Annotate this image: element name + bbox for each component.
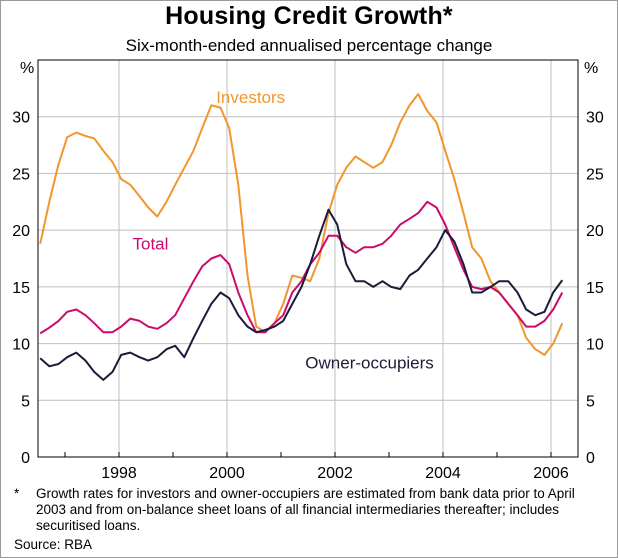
y-tick-label-right: 0 [586,450,595,467]
y-axis-unit-left: % [20,60,35,77]
y-tick-label-left: 0 [21,450,30,467]
x-tick-label: 1998 [101,465,137,482]
series-line-owner-occupiers [39,208,564,381]
x-tick-label: 2006 [533,465,569,482]
y-tick-label-left: 5 [21,393,30,410]
footnote: * Growth rates for investors and owner-o… [14,486,604,534]
chart-title: Housing Credit Growth* [165,2,453,30]
y-tick-label-left: 10 [12,337,30,354]
y-tick-label-right: 15 [586,280,604,297]
series-line-total [39,200,564,335]
y-tick-label-left: 25 [12,166,30,183]
y-tick-label-right: 5 [586,393,595,410]
series-label-total: Total [133,234,169,253]
y-tick-label-left: 15 [12,280,30,297]
y-tick-label-right: 20 [586,223,604,240]
series-label-investors: Investors [216,88,285,107]
x-tick-label: 2002 [317,465,353,482]
y-tick-label-right: 25 [586,166,604,183]
y-axis-unit-right: % [584,60,599,77]
series-label-owner-occupiers: Owner-occupiers [305,354,434,373]
y-tick-label-right: 30 [586,110,604,127]
x-tick-label: 2000 [209,465,245,482]
chart-subtitle: Six-month-ended annualised percentage ch… [125,36,493,55]
y-tick-label-right: 10 [586,337,604,354]
footnote-text: Growth rates for investors and owner-occ… [36,486,575,533]
series-line-investors [39,93,564,356]
y-tick-label-left: 20 [12,223,30,240]
footnote-mark: * [14,486,20,501]
x-tick-label: 2004 [425,465,461,482]
y-tick-label-left: 30 [12,110,30,127]
source-note: Source: RBA [14,537,93,552]
plot-area [37,59,579,458]
